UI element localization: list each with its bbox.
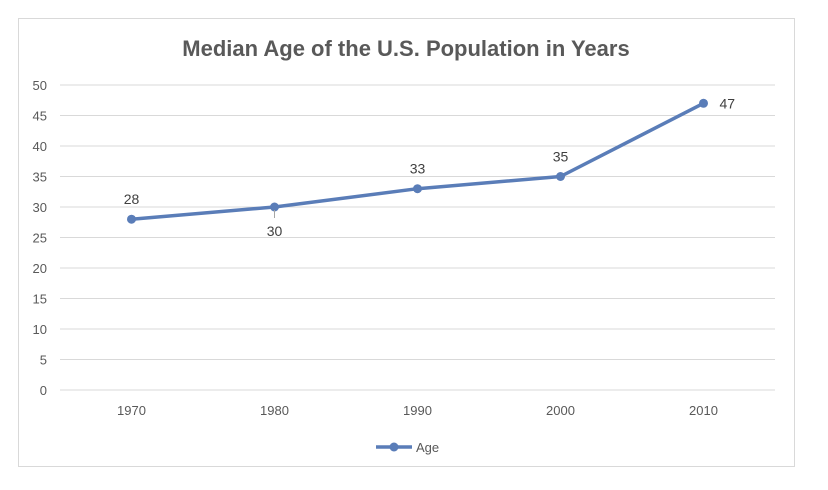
data-point <box>699 98 708 108</box>
data-labels: 28 30 33 35 47 <box>124 95 736 239</box>
x-tick-label: 1970 <box>117 403 146 418</box>
legend-marker-icon <box>389 442 399 452</box>
y-tick-label: 20 <box>33 261 47 276</box>
legend-label-age: Age <box>416 440 439 455</box>
data-label: 28 <box>124 191 140 207</box>
x-tick-label: 2010 <box>689 403 718 418</box>
y-tick-label: 45 <box>33 109 47 124</box>
y-tick-label: 5 <box>40 353 47 368</box>
y-tick-label: 40 <box>33 139 47 154</box>
data-point <box>556 172 565 181</box>
y-axis-ticks: 0 5 10 15 20 25 30 35 40 45 50 <box>33 78 47 398</box>
data-label: 35 <box>553 149 569 165</box>
data-label: 30 <box>267 223 283 239</box>
y-tick-label: 30 <box>33 200 47 215</box>
y-tick-label: 25 <box>33 231 47 246</box>
y-tick-label: 0 <box>40 383 47 398</box>
gridlines <box>60 84 775 391</box>
data-point <box>127 214 136 224</box>
x-tick-label: 1990 <box>403 403 432 418</box>
data-label: 47 <box>720 95 736 111</box>
data-point <box>270 202 279 212</box>
y-tick-label: 50 <box>33 78 47 93</box>
x-axis-ticks: 1970 1980 1990 2000 2010 <box>117 403 718 418</box>
x-tick-label: 1980 <box>260 403 289 418</box>
y-tick-label: 15 <box>33 292 47 307</box>
y-tick-label: 10 <box>33 322 47 337</box>
data-point <box>413 184 422 194</box>
x-tick-label: 2000 <box>546 403 575 418</box>
chart-title: Median Age of the U.S. Population in Yea… <box>182 36 629 61</box>
chart-frame <box>18 18 795 467</box>
legend: Age <box>376 440 439 455</box>
series-age <box>127 98 708 224</box>
data-label: 33 <box>410 161 426 177</box>
y-tick-label: 35 <box>33 170 47 185</box>
